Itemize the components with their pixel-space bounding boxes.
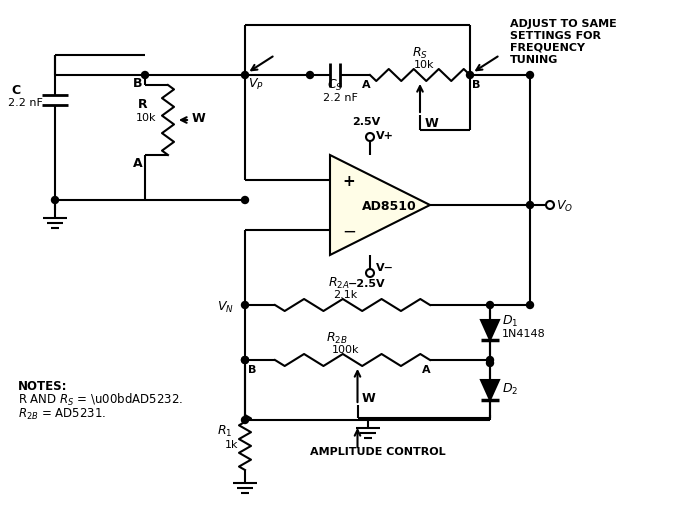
Text: W: W bbox=[425, 117, 439, 130]
Text: $C_S$: $C_S$ bbox=[327, 78, 343, 93]
Circle shape bbox=[241, 416, 248, 424]
Text: 2.5V: 2.5V bbox=[352, 117, 380, 127]
Text: $R_{2B}$: $R_{2B}$ bbox=[326, 331, 347, 346]
Polygon shape bbox=[481, 380, 499, 400]
Polygon shape bbox=[481, 320, 499, 340]
Circle shape bbox=[486, 301, 493, 309]
Text: NOTES:: NOTES: bbox=[18, 380, 67, 393]
Text: B: B bbox=[248, 365, 256, 375]
Text: A: A bbox=[133, 157, 143, 170]
Circle shape bbox=[52, 197, 59, 203]
Polygon shape bbox=[330, 155, 430, 255]
Text: $V_P$: $V_P$ bbox=[248, 77, 264, 92]
Circle shape bbox=[546, 201, 554, 209]
Text: TUNING: TUNING bbox=[510, 55, 559, 65]
Text: B: B bbox=[133, 77, 143, 90]
Circle shape bbox=[526, 301, 533, 309]
Circle shape bbox=[141, 72, 148, 78]
Circle shape bbox=[241, 357, 248, 363]
Circle shape bbox=[466, 72, 473, 78]
Text: 1N4148: 1N4148 bbox=[502, 329, 546, 339]
Circle shape bbox=[366, 133, 374, 141]
Text: W: W bbox=[192, 111, 206, 124]
Text: W: W bbox=[361, 392, 375, 405]
Circle shape bbox=[307, 72, 314, 78]
Text: R: R bbox=[138, 99, 148, 111]
Text: 100k: 100k bbox=[332, 345, 359, 355]
Text: $R_S$: $R_S$ bbox=[412, 46, 428, 61]
Text: 10k: 10k bbox=[136, 113, 157, 123]
Text: $V_O$: $V_O$ bbox=[556, 199, 573, 214]
Text: $D_2$: $D_2$ bbox=[502, 382, 518, 397]
Text: 2.2 nF: 2.2 nF bbox=[323, 93, 358, 103]
Text: $D_1$: $D_1$ bbox=[502, 314, 519, 329]
Text: −2.5V: −2.5V bbox=[348, 279, 386, 289]
Circle shape bbox=[241, 72, 248, 78]
Text: B: B bbox=[472, 80, 480, 90]
Text: $V_N$: $V_N$ bbox=[217, 299, 234, 315]
Circle shape bbox=[486, 357, 493, 363]
Text: SETTINGS FOR: SETTINGS FOR bbox=[510, 31, 601, 41]
Text: A: A bbox=[422, 365, 430, 375]
Text: A: A bbox=[362, 80, 370, 90]
Circle shape bbox=[241, 357, 248, 363]
Text: −: − bbox=[342, 223, 356, 241]
Text: R AND $R_S$ = \u00bdAD5232.: R AND $R_S$ = \u00bdAD5232. bbox=[18, 392, 183, 408]
Circle shape bbox=[526, 202, 533, 208]
Text: AD8510: AD8510 bbox=[362, 201, 416, 214]
Text: 1k: 1k bbox=[225, 440, 239, 449]
Circle shape bbox=[526, 72, 533, 78]
Text: 2.1k: 2.1k bbox=[333, 290, 358, 300]
Text: ADJUST TO SAME: ADJUST TO SAME bbox=[510, 19, 617, 29]
Text: V+: V+ bbox=[376, 131, 394, 141]
Text: 10k: 10k bbox=[414, 60, 435, 70]
Circle shape bbox=[241, 197, 248, 203]
Text: 2.2 nF: 2.2 nF bbox=[8, 98, 43, 108]
Text: C: C bbox=[11, 84, 20, 96]
Text: AMPLITUDE CONTROL: AMPLITUDE CONTROL bbox=[309, 447, 445, 457]
Text: $R_{2B}$ = AD5231.: $R_{2B}$ = AD5231. bbox=[18, 407, 106, 422]
Text: +: + bbox=[342, 174, 355, 189]
Circle shape bbox=[486, 360, 493, 366]
Circle shape bbox=[366, 269, 374, 277]
Text: FREQUENCY: FREQUENCY bbox=[510, 43, 585, 53]
Text: $R_1$: $R_1$ bbox=[217, 424, 232, 439]
Text: $R_{2A}$: $R_{2A}$ bbox=[328, 276, 349, 291]
Text: V−: V− bbox=[376, 263, 394, 273]
Circle shape bbox=[241, 301, 248, 309]
